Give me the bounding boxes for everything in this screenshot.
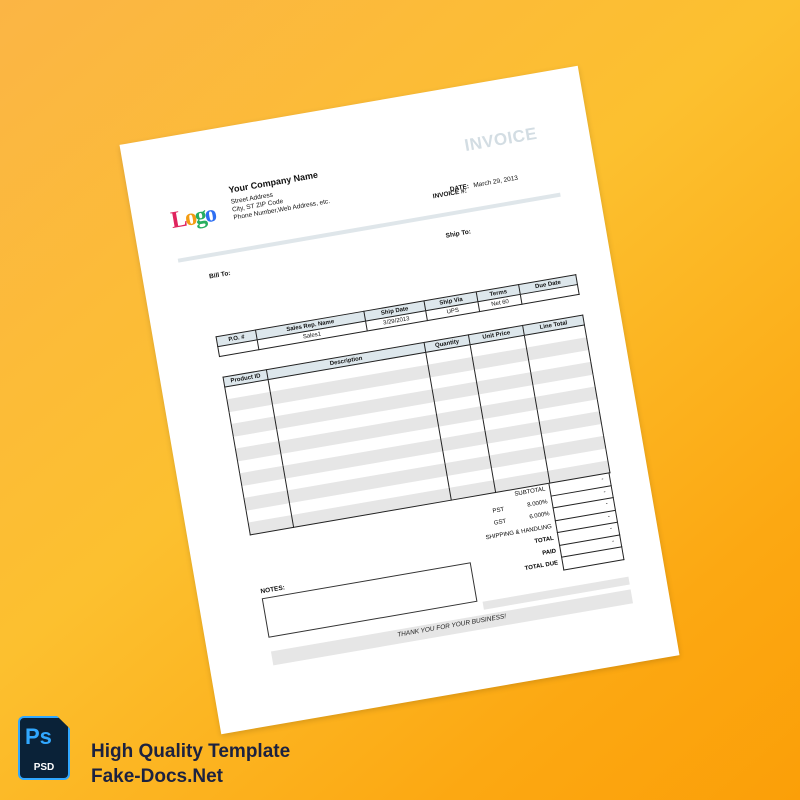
ps-icon-text: Ps [25,724,52,749]
total-label: PST [492,506,505,515]
total-label: SUBTOTAL [514,486,546,498]
total-label: GST [493,518,507,527]
invoice-title: INVOICE [463,123,539,156]
tax-rate: 8.000% [526,498,548,509]
psd-icon-text: PSD [33,762,55,773]
notes-label: NOTES: [260,584,286,596]
date-value: March 29, 2013 [472,174,519,190]
total-label: TOTAL DUE [524,560,559,573]
invoice-document: INVOICE Logo Your Company Name Street Ad… [119,65,680,735]
total-label: TOTAL [534,535,555,546]
bill-to-label: Bill To: [208,269,232,281]
invoice-number-label: INVOICE #: [432,187,468,201]
total-label: PAID [541,548,557,557]
photoshop-psd-icon: Ps PSD [18,716,70,780]
tagline: High Quality Template [91,741,291,762]
logo-image: Logo [169,200,217,235]
ship-to-label: Ship To: [445,228,472,240]
site-name: Fake-Docs.Net [91,766,223,787]
tax-rate: 6.000% [529,511,551,521]
